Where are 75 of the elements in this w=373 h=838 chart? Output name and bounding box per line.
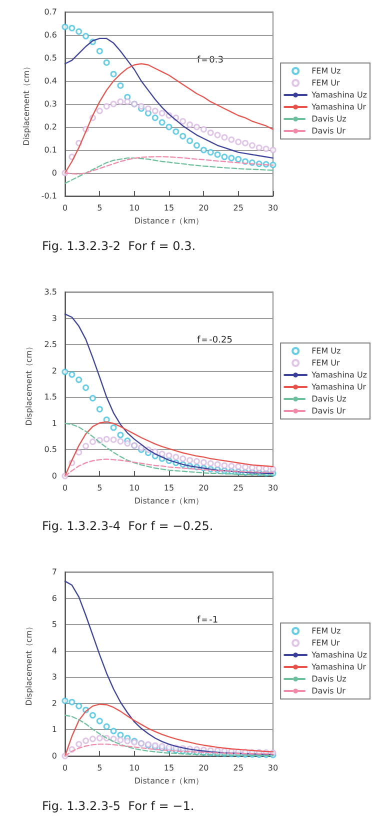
legend-label: Davis Ur: [312, 126, 346, 136]
x-tick-label: 30: [268, 484, 278, 492]
x-tick-label: 15: [164, 484, 174, 492]
x-axis-title: Distance r（km）: [134, 496, 204, 506]
legend-label: Yamashina Ur: [310, 382, 367, 392]
x-tick-label: 20: [198, 764, 209, 772]
x-tick-label: 10: [129, 204, 140, 212]
x-tick-label: 0: [62, 484, 68, 492]
y-tick-label: 0.7: [44, 8, 57, 16]
y-tick-label: 7: [52, 568, 57, 576]
annotation: f＝-0.25: [197, 336, 232, 346]
y-tick-label: 3.5: [44, 288, 57, 296]
x-tick-label: 25: [233, 484, 244, 492]
legend-label: Yamashina Uz: [310, 370, 368, 380]
legend-label: FEM Ur: [312, 78, 341, 88]
x-tick-label: 5: [97, 764, 102, 772]
x-axis-title: Distance r（km）: [134, 216, 204, 226]
x-tick-label: 15: [164, 204, 174, 212]
y-tick-label: -0.1: [41, 192, 57, 200]
y-tick-label: 0: [52, 168, 57, 178]
y-tick-label: 1: [52, 418, 57, 428]
legend-label: Davis Ur: [312, 406, 346, 416]
legend-label: Davis Uz: [312, 674, 346, 684]
x-tick-label: 20: [198, 204, 209, 212]
x-tick-label: 25: [233, 764, 244, 772]
y-tick-label: 2: [52, 698, 57, 708]
y-tick-label: 0.4: [44, 76, 57, 86]
legend-label: FEM Uz: [312, 66, 341, 76]
y-tick-label: 2.5: [44, 340, 57, 350]
x-tick-label: 10: [129, 764, 140, 772]
y-tick-label: 0.5: [44, 445, 57, 454]
x-tick-label: 30: [268, 764, 278, 772]
y-axis-title: Displacement（cm）: [22, 62, 31, 146]
y-tick-label: 1.5: [44, 392, 57, 402]
caption: Fig. 1.3.2.3-5 For f = −1.: [42, 799, 194, 813]
x-tick-label: 10: [129, 484, 140, 492]
legend-label: Yamashina Uz: [310, 650, 368, 660]
legend-label: Yamashina Uz: [310, 90, 368, 100]
y-tick-label: 3: [52, 672, 57, 682]
y-tick-label: 4: [52, 646, 57, 656]
x-tick-label: 0: [62, 764, 68, 772]
y-tick-label: 0.1: [44, 146, 57, 154]
legend-label: Yamashina Ur: [310, 102, 367, 112]
x-axis-title: Distance r（km）: [134, 776, 204, 786]
y-tick-label: 0: [52, 472, 57, 480]
y-tick-label: 0.2: [44, 122, 57, 132]
caption: Fig. 1.3.2.3-2 For f = 0.3.: [42, 239, 196, 253]
y-tick-label: 0.6: [44, 30, 57, 40]
x-tick-label: 20: [198, 484, 209, 492]
y-axis-title: Displacement（cm）: [24, 622, 34, 706]
y-tick-label: 6: [52, 594, 57, 603]
y-tick-label: 0.3: [44, 100, 57, 108]
legend-label: Yamashina Ur: [310, 662, 367, 672]
x-tick-label: 30: [268, 204, 278, 212]
legend-label: FEM Uz: [312, 346, 341, 356]
x-tick-label: 5: [97, 204, 102, 212]
y-tick-label: 5: [52, 620, 57, 630]
legend-label: Davis Uz: [312, 114, 346, 124]
x-tick-label: 15: [164, 764, 174, 772]
y-tick-label: 3: [52, 314, 57, 323]
x-tick-label: 25: [233, 204, 244, 212]
y-tick-label: 2: [52, 366, 57, 376]
y-axis-title: Displacement（cm）: [24, 342, 34, 426]
x-tick-label: 0: [62, 204, 68, 212]
legend-label: FEM Ur: [312, 358, 341, 368]
y-tick-label: 0.5: [44, 54, 57, 62]
caption: Fig. 1.3.2.3-4 For f = −0.25.: [42, 519, 214, 533]
x-tick-label: 5: [97, 484, 102, 492]
annotation: f＝-1: [197, 616, 218, 626]
legend-label: Davis Uz: [312, 394, 346, 404]
legend-label: FEM Uz: [312, 626, 341, 636]
y-tick-label: 0: [52, 752, 57, 760]
legend-label: Davis Ur: [312, 686, 346, 696]
y-tick-label: 1: [52, 725, 57, 734]
legend-label: FEM Ur: [312, 638, 341, 648]
